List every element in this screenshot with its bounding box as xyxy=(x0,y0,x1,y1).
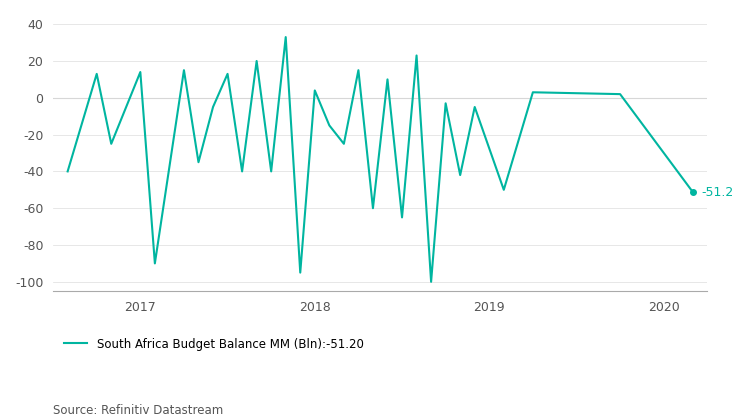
Text: -51.2: -51.2 xyxy=(701,186,734,199)
Text: Source: Refinitiv Datastream: Source: Refinitiv Datastream xyxy=(53,404,223,417)
Legend: South Africa Budget Balance MM (Bln):-51.20: South Africa Budget Balance MM (Bln):-51… xyxy=(59,333,368,355)
